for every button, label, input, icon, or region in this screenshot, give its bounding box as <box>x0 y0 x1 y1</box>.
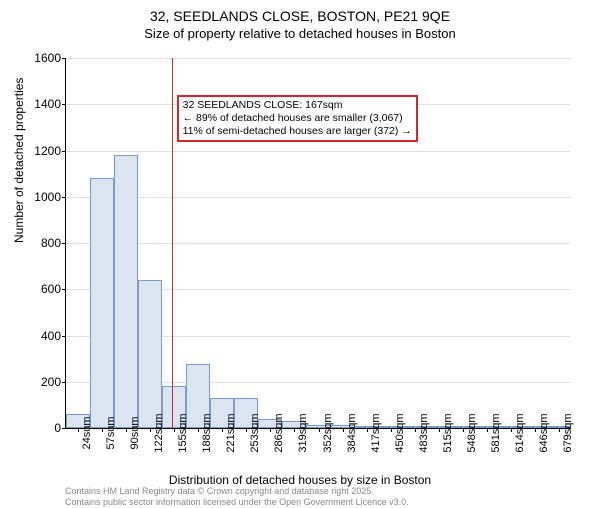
xtick-label: 679sqm <box>562 413 574 452</box>
xtick-label: 384sqm <box>346 413 358 452</box>
chart-area: 0200400600800100012001400160024sqm57sqm9… <box>65 58 570 428</box>
xtick-mark <box>102 428 103 432</box>
chart-title-main: 32, SEEDLANDS CLOSE, BOSTON, PE21 9QE <box>0 8 600 24</box>
ytick-label: 600 <box>21 282 61 296</box>
footer-attribution: Contains HM Land Registry data © Crown c… <box>65 486 409 508</box>
ytick-mark <box>62 289 66 290</box>
xtick-mark <box>150 428 151 432</box>
xtick-label: 450sqm <box>394 413 406 452</box>
ytick-mark <box>62 428 66 429</box>
xtick-mark <box>439 428 440 432</box>
xtick-mark <box>222 428 223 432</box>
xtick-mark <box>174 428 175 432</box>
xtick-mark <box>391 428 392 432</box>
ytick-label: 1000 <box>21 190 61 204</box>
gridline <box>66 243 571 244</box>
gridline <box>66 58 571 59</box>
xtick-mark <box>559 428 560 432</box>
xtick-label: 548sqm <box>466 413 478 452</box>
xtick-label: 581sqm <box>490 413 502 452</box>
ytick-mark <box>62 151 66 152</box>
gridline <box>66 197 571 198</box>
chart-title-sub: Size of property relative to detached ho… <box>0 26 600 41</box>
xtick-label: 515sqm <box>442 413 454 452</box>
xtick-mark <box>126 428 127 432</box>
xtick-label: 352sqm <box>322 413 334 452</box>
histogram-bar <box>138 280 162 428</box>
footer-line2: Contains public sector information licen… <box>65 497 409 508</box>
xtick-mark <box>463 428 464 432</box>
annotation-line3: 11% of semi-detached houses are larger (… <box>183 125 412 138</box>
ytick-label: 0 <box>21 421 61 435</box>
plot-region: 0200400600800100012001400160024sqm57sqm9… <box>65 58 571 429</box>
ytick-mark <box>62 58 66 59</box>
xtick-mark <box>511 428 512 432</box>
xtick-mark <box>319 428 320 432</box>
xtick-mark <box>343 428 344 432</box>
xtick-label: 417sqm <box>370 413 382 452</box>
xtick-mark <box>78 428 79 432</box>
histogram-bar <box>90 178 114 428</box>
ytick-mark <box>62 382 66 383</box>
xtick-label: 646sqm <box>538 413 550 452</box>
gridline <box>66 151 571 152</box>
xtick-mark <box>367 428 368 432</box>
ytick-label: 1400 <box>21 97 61 111</box>
ytick-label: 1600 <box>21 51 61 65</box>
xtick-mark <box>270 428 271 432</box>
ytick-label: 400 <box>21 329 61 343</box>
ytick-label: 800 <box>21 236 61 250</box>
xtick-mark <box>246 428 247 432</box>
ytick-mark <box>62 243 66 244</box>
ytick-mark <box>62 336 66 337</box>
xtick-mark <box>487 428 488 432</box>
xtick-mark <box>415 428 416 432</box>
annotation-line1: 32 SEEDLANDS CLOSE: 167sqm <box>183 99 412 112</box>
xtick-label: 286sqm <box>273 413 285 452</box>
ytick-mark <box>62 197 66 198</box>
ytick-label: 1200 <box>21 144 61 158</box>
ytick-label: 200 <box>21 375 61 389</box>
annotation-line2: ← 89% of detached houses are smaller (3,… <box>183 112 412 125</box>
xtick-mark <box>294 428 295 432</box>
annotation-box: 32 SEEDLANDS CLOSE: 167sqm← 89% of detac… <box>177 95 418 142</box>
footer-line1: Contains HM Land Registry data © Crown c… <box>65 486 409 497</box>
histogram-bar <box>114 155 138 428</box>
xtick-label: 319sqm <box>297 413 309 452</box>
xtick-label: 614sqm <box>514 413 526 452</box>
xtick-label: 483sqm <box>418 413 430 452</box>
x-axis-label: Distribution of detached houses by size … <box>0 473 600 487</box>
xtick-mark <box>198 428 199 432</box>
xtick-mark <box>535 428 536 432</box>
reference-line <box>172 58 173 428</box>
ytick-mark <box>62 104 66 105</box>
